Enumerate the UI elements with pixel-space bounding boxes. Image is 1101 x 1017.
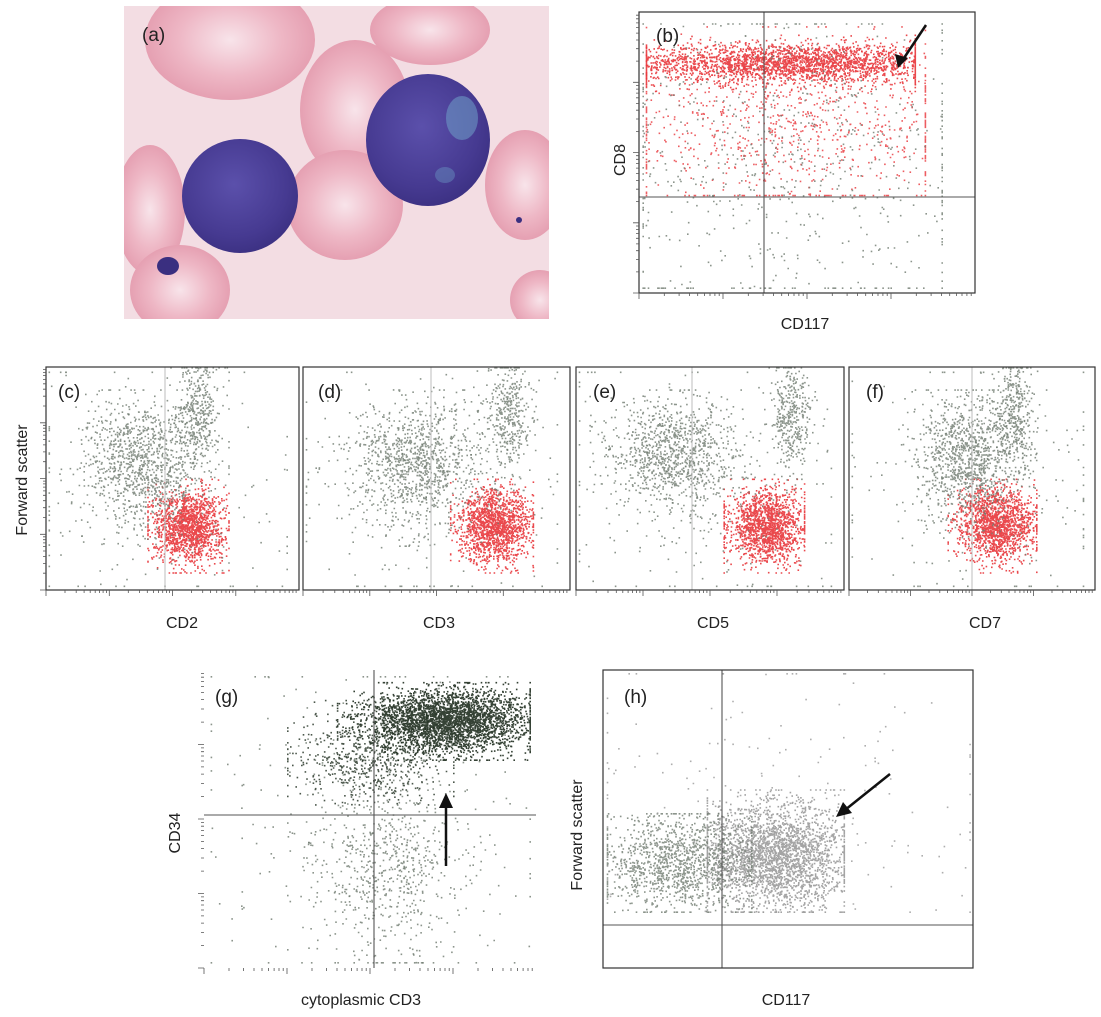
blast-cell-nucleus xyxy=(366,74,490,206)
event-dots-series-1 xyxy=(645,34,917,93)
red-blood-cell xyxy=(287,150,403,260)
arrow-annotation xyxy=(439,793,453,866)
event-dots-series-3 xyxy=(986,367,1044,487)
red-blood-cell xyxy=(485,130,549,240)
panel-b: (b) CD117 CD8 xyxy=(612,11,976,333)
red-blood-cell xyxy=(124,145,185,275)
event-dots-series-2 xyxy=(898,389,1048,547)
blast-cell-nucleus xyxy=(182,139,298,253)
panel-label-a: (a) xyxy=(142,25,165,46)
scatter-points xyxy=(48,367,288,588)
panel-label-h: (h) xyxy=(624,687,647,708)
x-axis-label: CD3 xyxy=(423,615,455,632)
event-dots-series-2 xyxy=(606,813,753,913)
blood-smear-image xyxy=(124,6,549,319)
x-axis-label: CD5 xyxy=(697,615,729,632)
event-dots-series-2 xyxy=(324,389,516,547)
panel-label-d: (d) xyxy=(318,382,341,403)
panel-label-c: (c) xyxy=(58,382,80,403)
event-dots-series-1 xyxy=(147,478,230,574)
event-dots-series-1 xyxy=(723,478,806,574)
scatter-points xyxy=(851,367,1085,588)
event-dots-series-3 xyxy=(476,367,540,492)
event-dots-series-4 xyxy=(578,371,833,588)
x-axis-label: CD117 xyxy=(762,992,811,1009)
tick-marks xyxy=(848,590,1093,596)
event-dots-series-3 xyxy=(167,367,230,492)
scatter-points xyxy=(305,367,559,588)
axis-ticks xyxy=(575,590,842,596)
panel-a: (a) xyxy=(124,6,549,319)
y-axis-label: Forward scatter xyxy=(14,424,31,536)
panel-label-e: (e) xyxy=(593,382,616,403)
scatter-points xyxy=(210,676,531,964)
scatter-points xyxy=(578,367,833,588)
event-dots-series-2 xyxy=(287,699,455,806)
event-dots-series-3 xyxy=(287,759,501,964)
plot-frame xyxy=(602,669,974,969)
arrow-annotation xyxy=(836,773,891,817)
event-dots-series-1 xyxy=(336,681,531,761)
panel-label-b: (b) xyxy=(656,26,679,47)
panel-h: (h) CD117 Forward scatter xyxy=(569,669,974,1009)
platelet xyxy=(157,257,179,275)
y-axis-label: CD8 xyxy=(612,144,629,176)
panel-e: (e) CD5 xyxy=(575,366,845,632)
tick-marks xyxy=(40,369,297,596)
y-axis-label: Forward scatter xyxy=(569,779,586,891)
tick-marks xyxy=(302,590,568,596)
red-blood-cell xyxy=(145,6,315,100)
red-blood-cell xyxy=(130,245,230,319)
event-dots-series-1 xyxy=(706,789,846,913)
panel-g: (g) cytoplasmic CD3 CD34 xyxy=(167,670,536,1009)
tick-marks xyxy=(633,14,972,299)
axis-ticks xyxy=(302,590,568,596)
panel-label-f: (f) xyxy=(866,382,884,403)
scatter-points xyxy=(642,23,943,289)
axis-ticks xyxy=(633,14,972,299)
panel-label-g: (g) xyxy=(215,687,238,708)
x-axis-label: CD2 xyxy=(166,615,198,632)
panel-d: (d) CD3 xyxy=(302,366,571,632)
axis-ticks xyxy=(848,590,1093,596)
x-axis-label: CD117 xyxy=(781,316,830,333)
axis-ticks xyxy=(40,369,297,596)
x-axis-label: cytoplasmic CD3 xyxy=(301,992,421,1009)
x-axis-label: CD7 xyxy=(969,615,1001,632)
arrow-annotation xyxy=(895,24,928,68)
y-axis-label: CD34 xyxy=(167,812,184,853)
event-dots-series-4 xyxy=(851,371,1085,588)
tick-marks xyxy=(198,673,533,974)
plot-frame xyxy=(45,366,300,591)
event-dots-series-3 xyxy=(758,367,825,492)
panel-f: (f) CD7 xyxy=(848,366,1096,632)
red-blood-cell xyxy=(510,270,549,319)
plot-frame xyxy=(302,366,571,591)
event-dots-series-2 xyxy=(589,389,775,547)
red-blood-cell xyxy=(370,6,490,65)
tick-marks xyxy=(575,590,842,596)
panel-c: (c) CD2 Forward scatter xyxy=(14,366,300,632)
axis-ticks xyxy=(198,673,533,974)
scatter-points xyxy=(606,673,971,913)
event-dots-series-1 xyxy=(449,478,535,574)
